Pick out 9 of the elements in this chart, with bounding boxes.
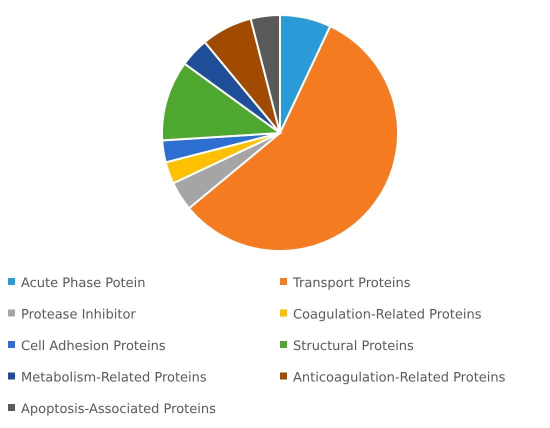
legend-label: Anticoagulation-Related Proteins <box>293 370 506 386</box>
legend-label: Apoptosis-Associated Proteins <box>21 402 216 417</box>
legend-label: Transport Proteins <box>292 276 411 291</box>
legend-label: Acute Phase Potein <box>21 276 146 291</box>
legend-label: Coagulation-Related Proteins <box>293 308 482 322</box>
legend-label: Structural Proteins <box>293 339 414 354</box>
legend-label: Cell Adhesion Proteins <box>21 339 166 354</box>
legend-label: Protease Inhibitor <box>21 308 136 322</box>
legend-label: Metabolism-Related Proteins <box>21 370 207 386</box>
